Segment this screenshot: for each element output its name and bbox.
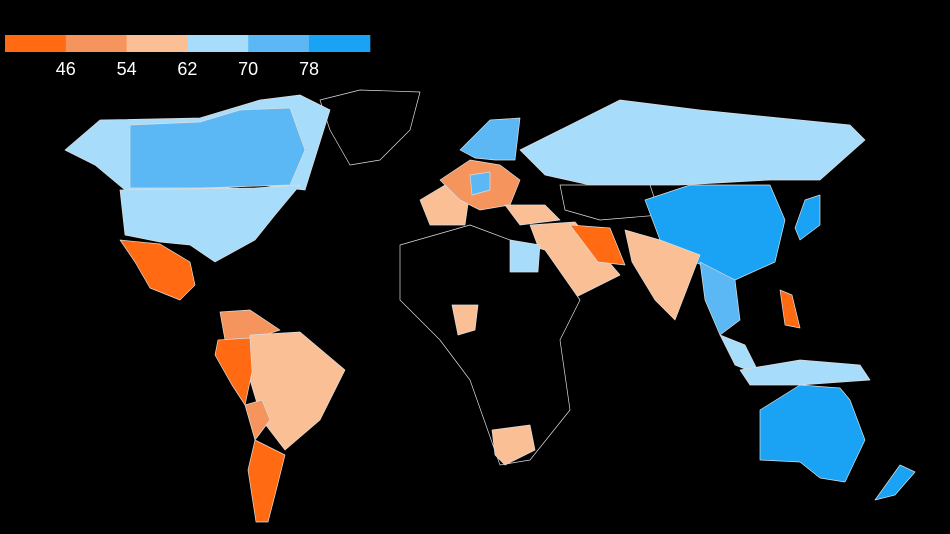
legend: 46 54 62 70 78: [5, 35, 371, 79]
region: [759, 384, 866, 483]
legend-swatch: [187, 35, 249, 52]
region: [244, 399, 271, 441]
legend-label: 54: [117, 59, 137, 79]
region: [249, 331, 346, 451]
region: [779, 289, 801, 329]
world-map: [64, 89, 916, 523]
legend-label: 78: [299, 59, 319, 79]
region: [739, 359, 871, 386]
region: [459, 117, 521, 161]
region: [119, 239, 196, 301]
region: [509, 239, 541, 273]
region: [129, 107, 306, 189]
legend-swatch: [126, 35, 188, 52]
region: [519, 99, 866, 186]
region: [491, 424, 536, 466]
region: [504, 204, 561, 226]
region: [247, 439, 286, 523]
legend-swatch: [309, 35, 371, 52]
legend-swatch: [5, 35, 67, 52]
region: [569, 224, 626, 266]
region: [214, 337, 253, 406]
region: [794, 194, 821, 241]
region: [559, 184, 661, 221]
region: [699, 261, 741, 336]
region: [874, 464, 916, 501]
legend-label: 62: [177, 59, 197, 79]
legend-label: 70: [238, 59, 258, 79]
region: [319, 89, 421, 166]
legend-label: 46: [56, 59, 76, 79]
region: [469, 171, 491, 196]
region: [624, 229, 701, 321]
region: [119, 184, 301, 263]
legend-swatch: [248, 35, 310, 52]
region: [451, 304, 479, 336]
legend-swatch: [65, 35, 128, 52]
region: [399, 224, 581, 466]
